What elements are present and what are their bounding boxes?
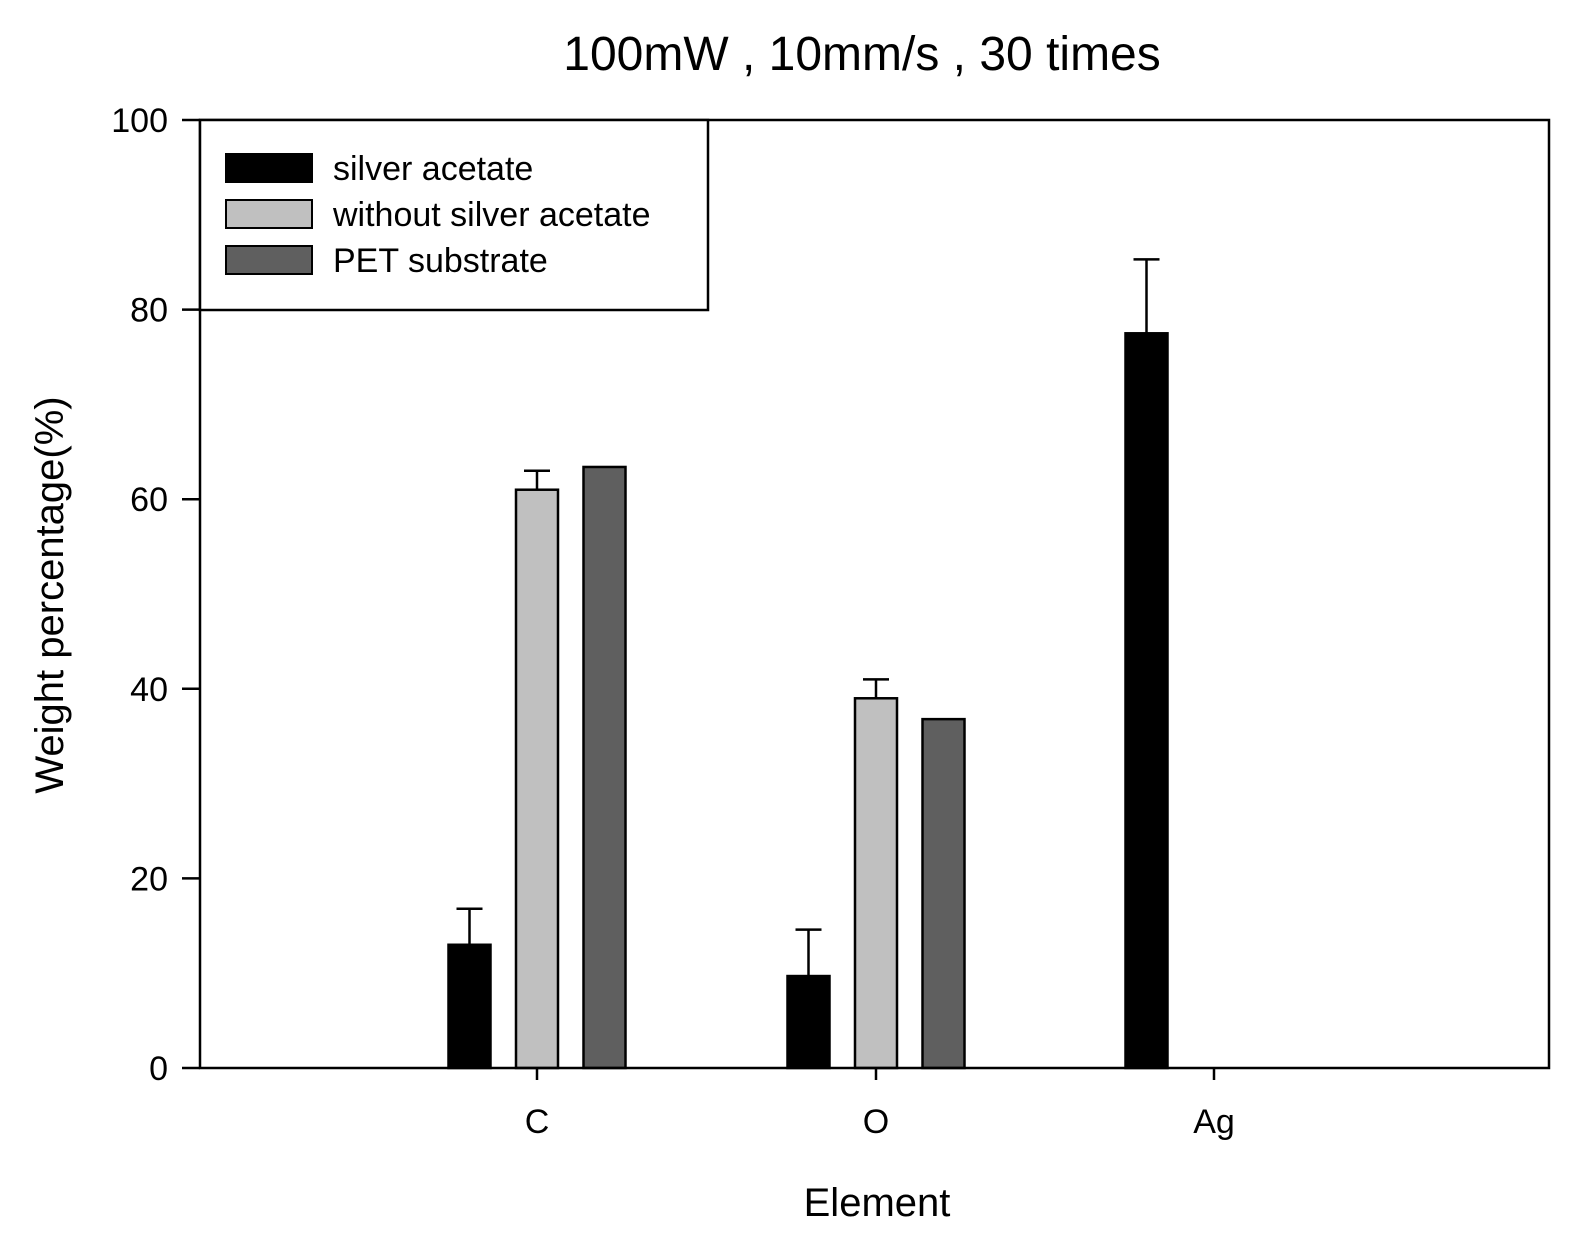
y-tick-label: 100: [111, 102, 168, 140]
legend-swatch: [225, 153, 313, 183]
legend-label: PET substrate: [333, 242, 548, 280]
bar: [786, 974, 831, 1070]
x-tick-label: O: [863, 1103, 889, 1141]
bar: [921, 717, 966, 1070]
y-axis-label: Weight percentage(%): [28, 396, 72, 793]
bars: [447, 332, 1169, 1070]
legend-label: silver acetate: [333, 150, 533, 188]
x-tick-label: Ag: [1193, 1103, 1235, 1141]
legend-label: without silver acetate: [332, 196, 651, 234]
bar: [1124, 332, 1169, 1070]
x-axis-label: Element: [804, 1181, 951, 1225]
bar: [447, 943, 492, 1070]
legend-swatch: [225, 245, 313, 275]
chart-title: 100mW , 10mm/s , 30 times: [563, 28, 1161, 81]
bar: [853, 697, 899, 1070]
axis-ticks: 0 20 40 60 80 100 C O Ag: [111, 102, 1235, 1141]
legend-swatch: [225, 199, 313, 229]
y-tick-label: 0: [149, 1050, 168, 1088]
error-bars: [456, 258, 1160, 977]
y-tick-label: 20: [130, 860, 168, 898]
legend: silver acetate without silver acetate PET …: [198, 118, 710, 312]
bar: [582, 465, 627, 1070]
y-tick-label: 60: [130, 481, 168, 519]
y-tick-label: 80: [130, 292, 168, 330]
y-tick-label: 40: [130, 671, 168, 709]
plot-frame: [198, 118, 1551, 1070]
x-tick-label: C: [525, 1103, 550, 1141]
bar: [514, 488, 560, 1070]
